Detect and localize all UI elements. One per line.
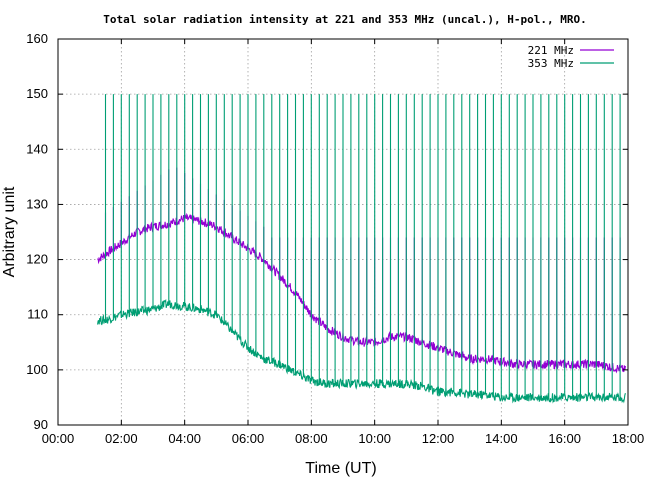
y-tick-label: 130 <box>26 196 48 211</box>
plot-frame <box>57 38 629 426</box>
series-line-1 <box>97 94 626 404</box>
chart-title: Total solar radiation intensity at 221 a… <box>103 13 586 26</box>
x-tick-label: 08:00 <box>295 431 328 446</box>
y-tick-label: 150 <box>26 86 48 101</box>
y-tick-label: 100 <box>26 362 48 377</box>
legend-label-221: 221 MHz <box>528 44 574 57</box>
x-tick-label: 14:00 <box>485 431 518 446</box>
y-tick-label: 140 <box>26 141 48 156</box>
x-tick-label: 16:00 <box>548 431 581 446</box>
series-layer <box>97 94 626 404</box>
x-tick-label: 00:00 <box>42 431 75 446</box>
legend-label-353: 353 MHz <box>528 57 574 70</box>
x-tick-label: 10:00 <box>358 431 391 446</box>
y-tick-label: 120 <box>26 252 48 267</box>
x-tick-label: 02:00 <box>105 431 138 446</box>
tick-layer: 00:00 02:00 04:00 06:00 08:00 10:00 12:00 14:00… <box>26 31 644 446</box>
x-axis-label: Time (UT) <box>305 460 376 477</box>
y-tick-label: 90 <box>34 417 48 432</box>
legend: 221 MHz 353 MHz <box>528 44 614 70</box>
x-tick-label: 04:00 <box>168 431 201 446</box>
y-axis-label: Arbitrary unit <box>1 186 18 277</box>
y-tick-label: 160 <box>26 31 48 46</box>
x-tick-label: 12:00 <box>422 431 455 446</box>
x-tick-label: 06:00 <box>232 431 265 446</box>
series-line-0 <box>97 167 626 374</box>
x-tick-label: 18:00 <box>612 431 645 446</box>
y-tick-label: 110 <box>27 307 48 322</box>
